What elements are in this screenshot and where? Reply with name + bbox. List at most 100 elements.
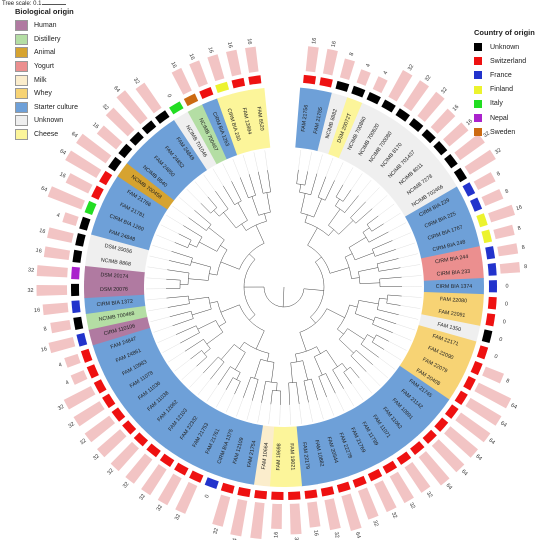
tree-arc — [272, 390, 281, 392]
origin-sector — [328, 97, 363, 159]
country-marker — [102, 393, 116, 409]
value-label: 32 — [371, 520, 379, 528]
tree-arc — [344, 257, 352, 279]
value-label: 0 — [493, 354, 498, 361]
tree-arc — [348, 247, 356, 260]
leaf-guide — [365, 187, 380, 202]
legend-swatch — [474, 43, 482, 52]
legend-swatch — [474, 128, 482, 137]
origin-sector — [422, 262, 484, 282]
value-bar — [64, 353, 81, 368]
leaf-label: FAM 22091 — [438, 309, 466, 319]
legend-swatch — [15, 47, 28, 59]
tree-branch — [208, 227, 225, 241]
value-label: 16 — [465, 118, 474, 127]
leaf-label: FAM 22179 — [301, 442, 310, 470]
leaf-label: FAM 8520 — [255, 106, 264, 131]
value-label: 64 — [40, 186, 48, 194]
value-label: 64 — [444, 483, 453, 492]
legend-swatch — [15, 115, 28, 127]
leaf-label: CIRM BIA 244 — [435, 254, 469, 265]
value-label: 16 — [331, 41, 338, 48]
value-label: 32 — [107, 468, 116, 477]
value-bar — [125, 453, 153, 484]
value-bars: 16 16844323232161632328816888000008646464… — [27, 37, 527, 540]
leaf-guide — [326, 396, 335, 416]
leaf-label: FAM 21755 — [313, 107, 324, 135]
value-label: 32 — [57, 404, 65, 412]
value-bar — [250, 502, 265, 539]
origin-sector — [392, 160, 449, 208]
country-marker — [248, 75, 262, 85]
value-bar — [444, 426, 478, 458]
leaf-guide — [298, 403, 302, 424]
value-label: 16 — [452, 104, 461, 113]
tree-branch — [371, 223, 384, 232]
leaf-guide — [350, 173, 363, 190]
legend-label: Human — [34, 22, 57, 30]
origin-sector — [253, 425, 275, 487]
origin-sector — [359, 398, 406, 456]
country-marker — [410, 441, 425, 455]
tree-branch — [241, 223, 247, 231]
legend-item: Unknown — [474, 40, 535, 54]
legend-label: Yogurt — [34, 63, 54, 71]
value-label: 64 — [460, 469, 469, 478]
value-label: 8 — [349, 52, 356, 57]
tree-branch — [217, 366, 231, 385]
tree-branch — [204, 348, 211, 354]
tree-branch — [190, 350, 202, 360]
leaf-guide — [396, 323, 416, 331]
leaf-guide — [225, 394, 235, 413]
tree-branch — [326, 349, 338, 367]
country-marker — [231, 77, 246, 89]
value-bar — [105, 107, 135, 137]
country-marker — [453, 167, 468, 183]
tree-arc — [372, 249, 376, 257]
tree-branch — [348, 236, 367, 248]
tree-branch — [169, 310, 192, 317]
origin-sector — [376, 137, 429, 191]
country-marker — [336, 481, 351, 493]
origin-sector — [232, 90, 260, 152]
leaf-guide — [383, 349, 402, 361]
leaf-guide — [316, 154, 323, 174]
value-label: 16 — [311, 37, 318, 44]
tree-branch — [351, 277, 360, 279]
value-bar — [84, 415, 116, 443]
tree-branch — [255, 224, 265, 244]
origin-sector — [111, 358, 170, 403]
leaf-guide — [216, 389, 227, 408]
legend-swatch — [474, 99, 482, 108]
country-marker — [237, 487, 251, 498]
value-label: 0 — [498, 337, 502, 344]
tree-branch — [329, 267, 350, 274]
value-bar — [443, 122, 469, 147]
country-marker — [72, 249, 83, 263]
value-label: 64 — [70, 131, 78, 139]
legend-title: Biological origin — [15, 7, 74, 16]
tree-arc — [208, 266, 211, 281]
leaf-label: FAM 19698 — [276, 443, 283, 470]
leaf-guide — [160, 224, 179, 234]
origin-sector — [202, 98, 238, 160]
tree-branch — [167, 269, 190, 274]
origin-sector — [120, 367, 177, 416]
legend-swatch — [474, 71, 482, 80]
tree-branch — [354, 252, 374, 261]
leaf-guide — [179, 197, 195, 211]
legend-label: Sweden — [490, 128, 516, 136]
legend-swatch — [15, 20, 28, 32]
value-label: 64 — [499, 420, 507, 428]
legend-swatch — [15, 74, 28, 86]
leaf-guide — [378, 203, 395, 217]
leaf-guide — [246, 400, 253, 420]
tree-branch — [350, 355, 367, 372]
value-label: 8 — [521, 245, 525, 251]
tree-branch — [378, 267, 401, 272]
country-marker — [174, 462, 189, 476]
origin-sector — [87, 233, 150, 262]
tree-branch — [267, 353, 270, 362]
origin-sector — [296, 424, 318, 487]
tree-branch — [194, 210, 212, 225]
